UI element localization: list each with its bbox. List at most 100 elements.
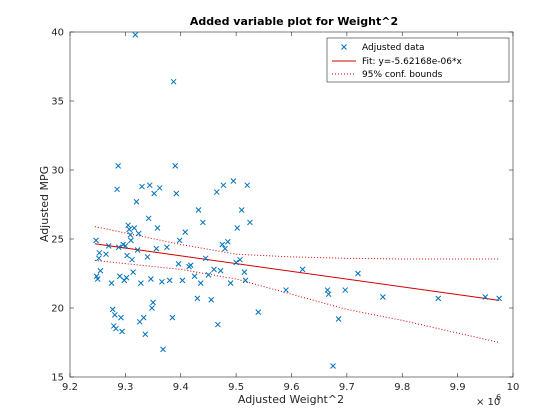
data-point [342,287,349,293]
data-point [213,189,220,195]
data-point [169,314,176,321]
data-point [128,237,134,244]
y-tick-label: 30 [51,166,64,177]
data-point [211,266,217,273]
legend-entry-bounds: 95% conf. bounds [332,70,443,80]
x-tick-label: 9.3 [117,382,133,393]
legend-box [326,37,510,83]
data-point [132,31,139,38]
legend-label-bounds: 95% conf. bounds [362,70,443,80]
data-point [220,182,227,189]
data-point [135,230,142,237]
data-point [242,277,249,284]
y-tick-label: 25 [51,235,64,246]
data-point [241,269,248,275]
data-point [119,328,125,335]
x-tick-label: 9.5 [228,382,244,393]
chart-title: Added variable plot for Weight^2 [190,15,398,28]
y-tick-label: 20 [51,304,64,315]
x-tick-label: 9.7 [339,382,355,393]
data-point [118,314,124,321]
data-point [214,321,221,328]
legend-marker-icon [341,44,347,50]
data-point [200,219,206,226]
data-point [191,273,198,280]
plot-area: 9.2 9.3 9.4 9.5 9.6 9.7 9.8 9.9 10 15 20 25 30 35 40 [51,28,519,394]
legend: Adjusted data Fit: y=-5.62168e-06*x 95% … [326,37,510,83]
x-axis-label: Adjusted Weight^2 [238,393,344,406]
data-point [93,237,99,244]
legend-entry-data: Adjusted data [341,43,425,53]
data-point [170,78,177,85]
data-point [153,245,160,252]
data-markers [93,31,503,369]
x-axis-exponent: × 10 6 [476,393,501,408]
data-point [139,183,145,190]
data-point [176,237,183,244]
data-point [325,291,332,298]
data-point [126,226,133,233]
data-point [247,219,253,226]
data-point [159,278,165,285]
data-point [219,241,226,248]
legend-label-data: Adjusted data [362,43,425,53]
data-point [197,280,204,287]
data-point [179,277,186,284]
data-point [435,295,442,302]
data-point [124,252,130,259]
data-point [105,243,112,249]
tick-labels: 9.2 9.3 9.4 9.5 9.6 9.7 9.8 9.9 10 15 20 25 30 35 40 [51,28,519,394]
data-point [172,163,179,169]
data-point [147,276,154,282]
data-point [131,225,138,231]
data-point [355,270,361,277]
data-point [496,295,503,302]
upper-confidence-bound [94,226,500,260]
data-point [330,363,336,369]
data-point [335,316,342,322]
data-point [115,244,122,251]
x-tick-label: 9.4 [173,382,189,393]
data-point [208,296,215,303]
data-point [144,254,151,260]
data-point [108,280,115,287]
data-point [482,294,489,300]
legend-label-fit: Fit: y=-5.62168e-06*x [362,57,463,67]
fit-line [94,243,500,301]
x-exponent-base: × 10 [476,397,500,408]
x-tick-label: 9.6 [284,382,300,393]
x-tick-label: 9.8 [394,382,410,393]
data-point [95,255,102,262]
data-point [133,198,140,205]
data-point [238,207,245,213]
data-point [130,269,136,275]
y-tick-label: 35 [51,97,64,108]
data-point [112,312,118,318]
axes-box [69,31,514,378]
x-tick-label: 9.2 [62,382,78,393]
data-point [150,299,156,306]
data-point [156,185,163,191]
data-point [237,256,243,263]
data-point [187,262,194,269]
data-point [173,190,180,197]
data-point [194,295,201,302]
data-point [182,229,189,235]
data-point [233,259,239,266]
data-point [324,287,331,293]
data-point [154,225,161,231]
data-point [103,251,109,258]
fit-line-group [94,243,500,301]
data-point [299,266,306,273]
data-point [202,255,209,262]
data-point [134,247,141,253]
data-point [113,325,119,332]
data-point [244,182,251,189]
y-tick-label: 40 [51,28,64,39]
data-point [114,186,120,193]
data-point [125,222,131,229]
data-point [94,276,101,282]
data-point [217,267,224,274]
data-point [195,207,202,213]
data-point [166,277,173,284]
